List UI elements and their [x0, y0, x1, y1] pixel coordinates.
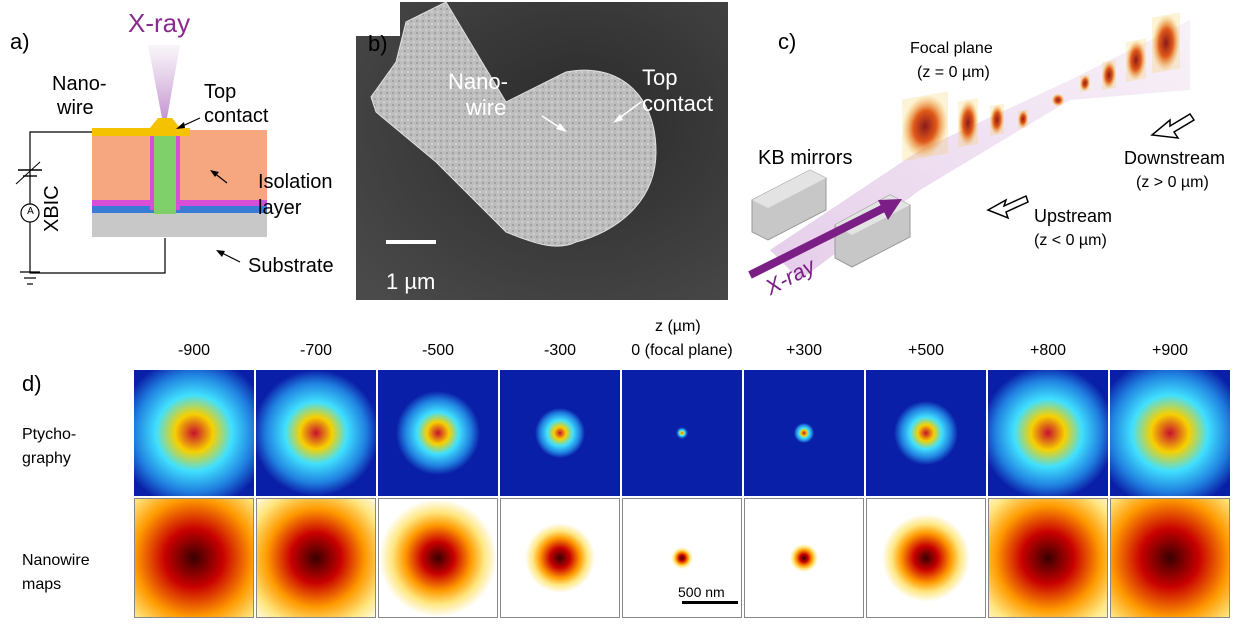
nanowire-shell-right: [176, 130, 180, 210]
focal-plane-label: Focal plane: [910, 40, 993, 57]
sem-image: b) Nano- wire Top contact 1 µm: [356, 2, 728, 300]
sem-scalebar: [386, 240, 436, 244]
nanowire-label-b1: Nano-: [448, 69, 508, 94]
nanowire-label-b2: wire: [466, 95, 507, 120]
z-label: +800: [1029, 342, 1067, 359]
xray-label: X-ray: [128, 8, 191, 38]
downstream-arrow: [1150, 112, 1196, 139]
z-label: +300: [785, 342, 823, 359]
top-contact: [92, 118, 190, 136]
z-axis-title: z (µm): [655, 318, 701, 335]
ptychography-tile: [256, 370, 376, 496]
ptychography-tile: [500, 370, 620, 496]
ptychography-tile: [622, 370, 742, 496]
isolation-label-1: Isolation: [258, 171, 333, 193]
upstream-z-label: (z < 0 µm): [1034, 232, 1107, 249]
z-label: -500: [421, 342, 455, 359]
substrate-label: Substrate: [248, 255, 334, 277]
nanowire-map-tile: [988, 498, 1108, 618]
nanowire-map-tile: [134, 498, 254, 618]
top-contact-label-a2: contact: [204, 105, 269, 127]
downstream-z-label: (z > 0 µm): [1136, 174, 1209, 191]
nanowire-core: [154, 124, 176, 214]
z-label: +500: [907, 342, 945, 359]
upstream-label: Upstream: [1034, 206, 1113, 226]
nanowire-map-tile: [744, 498, 864, 618]
nanowire-map-tile: [622, 498, 742, 618]
upstream-arrow: [986, 194, 1029, 220]
ptychography-tile: [988, 370, 1108, 496]
xray-beam: [148, 45, 180, 118]
xbic-label: XBIC: [41, 185, 63, 232]
sem-drawing: [356, 2, 728, 300]
z-label: 0 (focal plane): [631, 342, 733, 359]
device-schematic: [15, 45, 267, 285]
row2-label-1: Nanowire: [22, 552, 90, 569]
focal-spot: [1052, 94, 1064, 106]
kb-focus-drawing: [748, 12, 1196, 280]
panel-b-label: b): [368, 31, 388, 56]
top-contact-label-a1: Top: [204, 81, 237, 103]
downstream-label: Downstream: [1124, 148, 1226, 168]
nanowire-shell-left: [150, 130, 154, 210]
nanowire-map-tile: [378, 498, 498, 618]
nanowire-map-tile: [866, 498, 986, 618]
kb-mirrors-label: KB mirrors: [758, 147, 853, 169]
z-label: -700: [299, 342, 333, 359]
nanowire-label-a1: Nano-: [52, 73, 107, 95]
row2-label-2: maps: [22, 576, 62, 593]
focal-z-label: (z = 0 µm): [917, 64, 990, 81]
slice-1: [902, 91, 948, 162]
nanowire-map-tile: [1110, 498, 1230, 618]
row1-label-2: graphy: [22, 450, 71, 467]
ptychography-tile: [744, 370, 864, 496]
isolation-label-2: layer: [258, 197, 302, 219]
top-contact-label-b2: contact: [642, 91, 713, 116]
z-label: -900: [177, 342, 211, 359]
ptychography-tile: [866, 370, 986, 496]
substrate-block: [92, 213, 267, 237]
ammeter-icon: [20, 203, 40, 223]
row1-label-1: Ptycho-: [22, 426, 77, 443]
panel-d-label: d): [22, 371, 42, 396]
top-contact-label-b1: Top: [642, 65, 678, 90]
ptychography-tile: [134, 370, 254, 496]
contact-pad-shape: [370, 2, 657, 247]
panel-a-label: a): [10, 29, 30, 54]
xray-arrow: [748, 201, 892, 279]
nanowire-label-a2: wire: [57, 97, 94, 119]
map-scalebar: [682, 601, 738, 604]
panel-b-label-bg: [356, 2, 400, 36]
z-label: -300: [543, 342, 577, 359]
ptychography-tile: [378, 370, 498, 496]
sem-scalebar-label: 1 µm: [386, 269, 436, 294]
z-label: +900: [1151, 342, 1189, 359]
nanowire-map-tile: [256, 498, 376, 618]
map-scalebar-label: 500 nm: [678, 584, 725, 600]
panel-c-label: c): [778, 29, 797, 54]
ammeter-letter: A: [27, 206, 34, 217]
circuit-wire: [29, 131, 166, 274]
ptychography-tile: [1110, 370, 1230, 496]
slice-2: [958, 98, 978, 148]
nanowire-map-tile: [500, 498, 620, 618]
